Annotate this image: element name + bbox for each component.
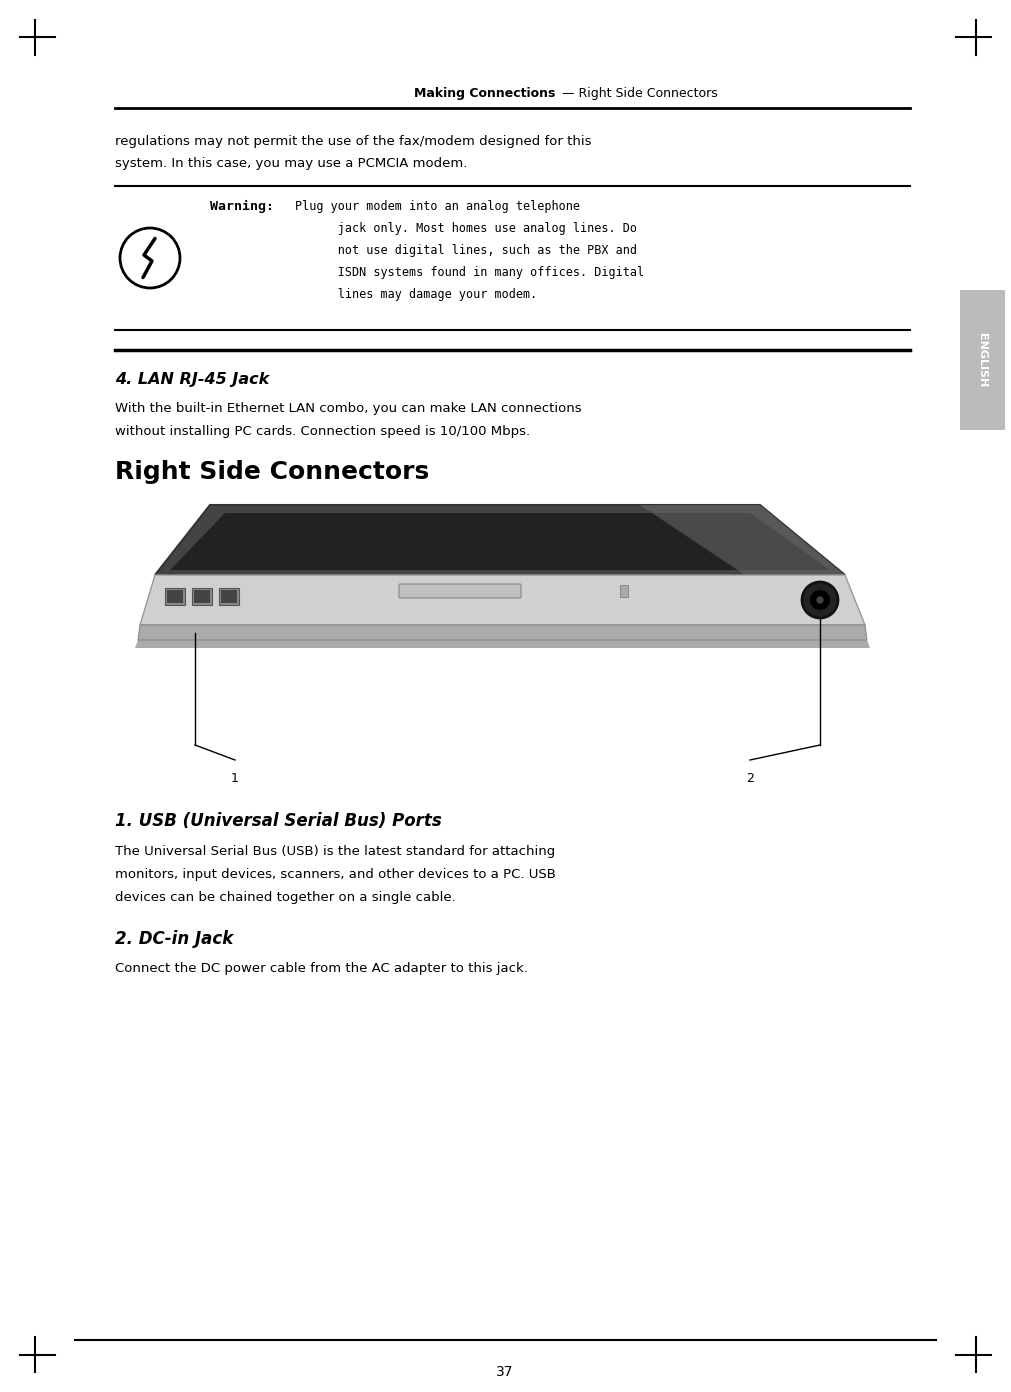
- Text: ENGLISH: ENGLISH: [978, 333, 988, 387]
- Polygon shape: [640, 505, 845, 575]
- Text: Right Side Connectors: Right Side Connectors: [115, 459, 430, 484]
- Text: The Universal Serial Bus (USB) is the latest standard for attaching: The Universal Serial Bus (USB) is the la…: [115, 845, 555, 857]
- Text: 1. USB (Universal Serial Bus) Ports: 1. USB (Universal Serial Bus) Ports: [115, 812, 442, 830]
- Polygon shape: [137, 625, 867, 640]
- FancyBboxPatch shape: [399, 585, 521, 599]
- Polygon shape: [135, 640, 870, 649]
- Bar: [167, 590, 183, 603]
- Text: ISDN systems found in many offices. Digital: ISDN systems found in many offices. Digi…: [295, 266, 644, 278]
- Text: Connect the DC power cable from the AC adapter to this jack.: Connect the DC power cable from the AC a…: [115, 962, 528, 974]
- Text: 1: 1: [232, 773, 239, 785]
- Polygon shape: [170, 514, 830, 569]
- Text: regulations may not permit the use of the fax/modem designed for this: regulations may not permit the use of th…: [115, 135, 591, 148]
- Bar: [960, 290, 1005, 430]
- Text: Warning:: Warning:: [210, 200, 274, 213]
- Text: 4. LAN RJ-45 Jack: 4. LAN RJ-45 Jack: [115, 372, 269, 387]
- Text: devices can be chained together on a single cable.: devices can be chained together on a sin…: [115, 891, 456, 903]
- Text: Making Connections: Making Connections: [413, 86, 555, 100]
- Circle shape: [802, 582, 838, 618]
- Text: without installing PC cards. Connection speed is 10/100 Mbps.: without installing PC cards. Connection …: [115, 425, 530, 438]
- Text: system. In this case, you may use a PCMCIA modem.: system. In this case, you may use a PCMC…: [115, 157, 467, 170]
- Circle shape: [810, 590, 830, 610]
- Text: lines may damage your modem.: lines may damage your modem.: [295, 288, 537, 301]
- Bar: [194, 590, 210, 603]
- Text: not use digital lines, such as the PBX and: not use digital lines, such as the PBX a…: [295, 244, 637, 258]
- Polygon shape: [140, 575, 865, 625]
- Text: With the built-in Ethernet LAN combo, you can make LAN connections: With the built-in Ethernet LAN combo, yo…: [115, 402, 581, 415]
- Text: — Right Side Connectors: — Right Side Connectors: [558, 86, 718, 100]
- Text: Plug your modem into an analog telephone: Plug your modem into an analog telephone: [295, 200, 580, 213]
- Bar: [219, 587, 239, 606]
- Bar: [165, 587, 185, 606]
- Polygon shape: [155, 505, 845, 575]
- Text: 2. DC-in Jack: 2. DC-in Jack: [115, 930, 234, 948]
- Text: 37: 37: [496, 1366, 514, 1379]
- Text: 2: 2: [746, 773, 754, 785]
- Text: monitors, input devices, scanners, and other devices to a PC. USB: monitors, input devices, scanners, and o…: [115, 869, 556, 881]
- Bar: [192, 587, 212, 606]
- Circle shape: [817, 596, 824, 604]
- Bar: [620, 585, 628, 597]
- Text: jack only. Most homes use analog lines. Do: jack only. Most homes use analog lines. …: [295, 221, 637, 235]
- Bar: [221, 590, 237, 603]
